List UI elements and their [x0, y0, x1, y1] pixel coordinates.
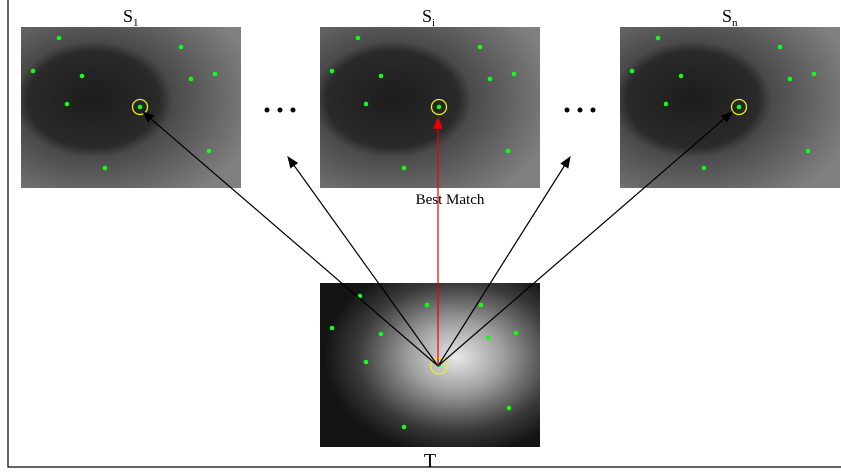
keypoint — [103, 166, 108, 171]
keypoint — [812, 72, 817, 77]
image — [620, 27, 840, 188]
keypoint — [664, 102, 669, 107]
image — [21, 27, 241, 188]
keypoint — [80, 74, 85, 79]
keypoint — [138, 105, 143, 110]
keypoint — [189, 77, 194, 82]
source-label: S1 — [123, 6, 139, 29]
source-label: Sn — [722, 6, 738, 29]
label-subscript: n — [732, 17, 738, 29]
keypoint — [512, 72, 517, 77]
keypoint — [479, 303, 484, 308]
keypoint — [330, 69, 335, 74]
keypoint — [402, 166, 407, 171]
image — [320, 283, 540, 447]
keypoint — [356, 36, 361, 41]
label-base: S — [722, 6, 732, 26]
keypoint — [486, 336, 491, 341]
keypoint — [364, 360, 369, 365]
keypoint — [425, 303, 430, 308]
keypoint — [656, 36, 661, 41]
keypoint — [65, 102, 70, 107]
keypoint — [679, 74, 684, 79]
keypoint — [506, 149, 511, 154]
target-label: T — [424, 450, 436, 472]
keypoint — [213, 72, 218, 77]
keypoint — [379, 74, 384, 79]
keypoint — [437, 105, 442, 110]
image — [320, 27, 540, 188]
keypoint — [207, 149, 212, 154]
target-image — [320, 283, 540, 447]
keypoint — [778, 45, 783, 50]
keypoint — [402, 425, 407, 430]
keypoint — [478, 45, 483, 50]
keypoint — [57, 36, 62, 41]
label-subscript: i — [432, 17, 435, 29]
keypoint — [788, 77, 793, 82]
label-base: S — [422, 6, 432, 26]
keypoint — [737, 105, 742, 110]
label-subscript: 1 — [133, 17, 139, 29]
source-image: Si — [320, 6, 540, 188]
keypoint — [330, 326, 335, 331]
best-match-label: Best Match — [416, 192, 485, 208]
diagram: S1SiSn Best Match T — [0, 0, 841, 475]
keypoint — [488, 77, 493, 82]
keypoint — [179, 45, 184, 50]
keypoint — [507, 406, 512, 411]
keypoint — [514, 331, 519, 336]
source-image: S1 — [21, 6, 241, 188]
source-label: Si — [422, 6, 435, 29]
keypoint — [31, 69, 36, 74]
keypoint — [806, 149, 811, 154]
keypoint — [379, 332, 384, 337]
source-image: Sn — [620, 6, 840, 188]
keypoint — [630, 69, 635, 74]
keypoint — [364, 102, 369, 107]
keypoint — [702, 166, 707, 171]
label-base: S — [123, 6, 133, 26]
